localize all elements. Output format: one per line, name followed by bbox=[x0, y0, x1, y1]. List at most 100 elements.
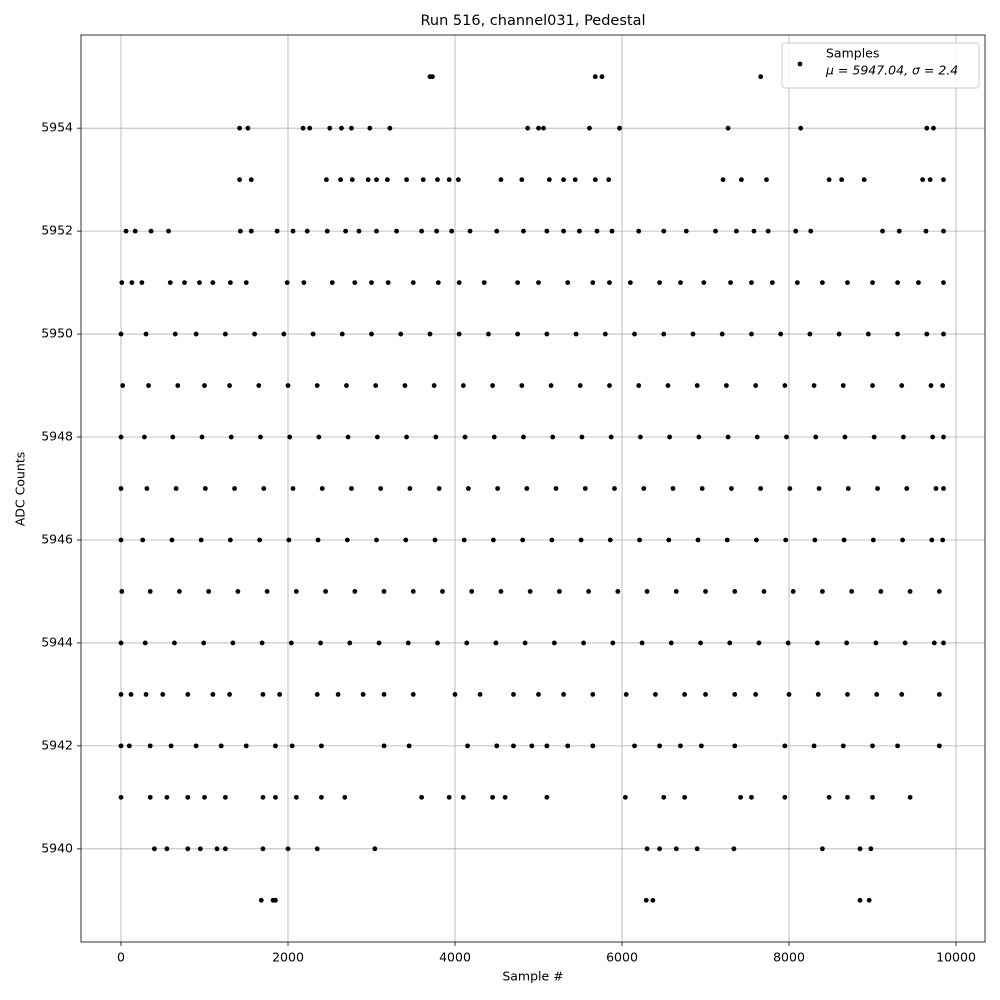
point bbox=[536, 692, 541, 697]
point bbox=[641, 486, 647, 491]
point bbox=[904, 486, 910, 491]
point bbox=[936, 743, 942, 749]
point bbox=[941, 228, 946, 234]
point bbox=[753, 383, 759, 388]
point bbox=[469, 589, 475, 594]
point bbox=[550, 434, 556, 440]
point bbox=[627, 280, 633, 285]
point bbox=[261, 486, 267, 491]
point bbox=[873, 640, 879, 646]
point bbox=[374, 434, 380, 440]
point bbox=[749, 331, 754, 337]
point bbox=[636, 228, 642, 234]
point bbox=[590, 280, 596, 285]
point bbox=[857, 846, 863, 852]
point bbox=[874, 692, 880, 697]
point bbox=[749, 280, 754, 285]
point bbox=[119, 589, 125, 594]
point bbox=[617, 125, 622, 131]
point bbox=[644, 846, 650, 852]
point bbox=[123, 228, 129, 234]
point bbox=[349, 125, 354, 131]
point bbox=[650, 897, 656, 903]
point bbox=[494, 743, 500, 749]
point bbox=[143, 692, 149, 697]
point bbox=[460, 383, 466, 388]
point bbox=[410, 692, 416, 697]
point bbox=[590, 743, 596, 749]
point bbox=[703, 692, 708, 697]
point bbox=[258, 897, 264, 903]
point bbox=[166, 228, 171, 234]
point bbox=[544, 794, 550, 800]
point bbox=[210, 280, 216, 285]
point bbox=[524, 486, 530, 491]
point bbox=[435, 177, 440, 183]
point bbox=[936, 589, 942, 594]
point bbox=[599, 74, 605, 80]
point bbox=[930, 434, 936, 440]
point bbox=[690, 331, 696, 337]
point bbox=[119, 280, 125, 285]
point bbox=[339, 125, 344, 131]
point bbox=[314, 692, 320, 697]
point bbox=[197, 846, 203, 852]
point bbox=[703, 589, 708, 594]
point bbox=[794, 280, 800, 285]
point bbox=[931, 640, 937, 646]
point bbox=[419, 228, 425, 234]
legend-marker bbox=[797, 61, 803, 67]
point bbox=[798, 125, 804, 131]
point bbox=[941, 177, 946, 183]
point bbox=[142, 640, 148, 646]
point bbox=[376, 640, 382, 646]
point bbox=[477, 692, 483, 697]
point bbox=[610, 640, 616, 646]
point bbox=[329, 280, 335, 285]
point bbox=[544, 743, 550, 749]
point bbox=[128, 692, 134, 697]
point bbox=[222, 331, 228, 337]
point bbox=[335, 692, 341, 697]
point bbox=[237, 125, 242, 131]
point bbox=[606, 177, 612, 183]
point bbox=[924, 331, 930, 337]
point bbox=[758, 74, 764, 80]
point bbox=[812, 537, 818, 543]
point bbox=[319, 743, 324, 749]
point bbox=[465, 743, 470, 749]
point bbox=[167, 280, 173, 285]
point bbox=[895, 280, 900, 285]
point bbox=[643, 897, 649, 903]
point bbox=[461, 537, 467, 543]
point bbox=[327, 125, 333, 131]
point bbox=[713, 228, 718, 234]
point bbox=[936, 692, 942, 697]
point bbox=[143, 331, 149, 337]
point bbox=[522, 640, 528, 646]
point bbox=[896, 228, 902, 234]
point bbox=[840, 743, 846, 749]
x-axis-label: Sample # bbox=[502, 969, 563, 984]
point bbox=[826, 177, 832, 183]
point bbox=[637, 537, 642, 543]
point bbox=[826, 794, 832, 800]
y-tick-label: 5952 bbox=[41, 223, 73, 238]
point bbox=[345, 434, 351, 440]
point bbox=[941, 434, 946, 440]
point bbox=[841, 537, 847, 543]
point bbox=[403, 537, 409, 543]
point bbox=[525, 125, 531, 131]
point bbox=[290, 486, 296, 491]
point bbox=[519, 383, 525, 388]
point bbox=[511, 692, 516, 697]
point bbox=[668, 640, 674, 646]
point bbox=[372, 846, 378, 852]
point bbox=[118, 537, 124, 543]
point bbox=[274, 228, 280, 234]
point bbox=[144, 486, 150, 491]
point bbox=[870, 383, 875, 388]
point bbox=[725, 125, 731, 131]
point bbox=[928, 383, 934, 388]
point bbox=[273, 897, 278, 903]
